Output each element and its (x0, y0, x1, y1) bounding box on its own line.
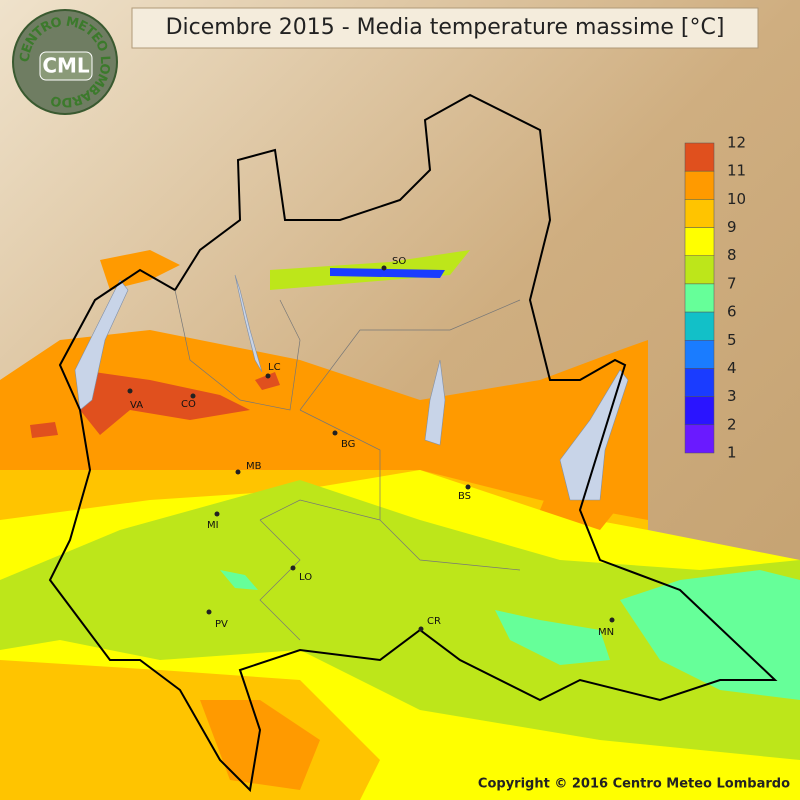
logo-badge (39, 51, 93, 81)
temperature-field (0, 250, 800, 800)
legend-label: 8 (727, 246, 737, 264)
legend-swatch (684, 199, 715, 228)
cities: SO LC VA CO BG MB BS MI LO PV CR MN (127, 256, 615, 638)
legend-swatch (684, 340, 715, 369)
city-dot (332, 430, 338, 436)
city-dot (214, 511, 220, 517)
legend-swatch (684, 424, 715, 454)
legend-label: 1 (727, 444, 737, 462)
city-dot (190, 393, 196, 399)
city-label: PV (215, 619, 228, 630)
city-label: MN (598, 627, 614, 638)
legend-swatch (684, 311, 715, 341)
city-dot (127, 388, 133, 394)
legend-label: 10 (727, 190, 746, 208)
legend-label: 11 (727, 162, 746, 180)
legend-label: 6 (727, 303, 737, 321)
legend-label: 3 (727, 387, 737, 405)
city-dot (265, 373, 271, 379)
city-label: LC (268, 362, 281, 373)
legend-swatch (684, 255, 715, 285)
city-label: MB (246, 461, 262, 472)
legend-swatch (684, 170, 715, 200)
city-label: LO (299, 572, 312, 583)
title: Dicembre 2015 - Media temperature massim… (166, 15, 725, 40)
legend: 12 11 10 9 8 7 6 5 4 3 2 1 (684, 134, 746, 462)
city-label: SO (392, 256, 406, 267)
logo: CENTRO METEO LOMBARDO CML (12, 9, 118, 115)
legend-swatch (684, 368, 715, 397)
legend-label: 12 (727, 134, 746, 152)
city-label: BG (341, 439, 355, 450)
city-label: CO (181, 399, 196, 410)
city-label: VA (130, 400, 143, 411)
copyright: Copyright © 2016 Centro Meteo Lombardo (478, 777, 790, 792)
province-borders (174, 289, 521, 641)
logo-initials: CML (42, 54, 90, 78)
legend-swatch (684, 142, 715, 172)
city-dot (418, 626, 424, 632)
city-dot (465, 484, 471, 490)
city-label: BS (458, 491, 471, 502)
lakes (74, 274, 629, 501)
city-dot (290, 565, 296, 571)
legend-label: 7 (727, 274, 737, 292)
city-dot (235, 469, 241, 475)
city-dot (381, 265, 387, 271)
legend-label: 2 (727, 415, 737, 433)
legend-label: 5 (727, 331, 737, 349)
title-box (131, 7, 759, 49)
legend-label: 9 (727, 218, 737, 236)
legend-swatch (684, 283, 715, 313)
legend-swatch (684, 396, 715, 426)
city-label: MI (207, 520, 219, 531)
legend-swatch (684, 227, 715, 256)
city-dot (206, 609, 212, 615)
city-dot (609, 617, 615, 623)
legend-label: 4 (727, 359, 737, 377)
city-label: CR (427, 616, 441, 627)
region-border (48, 93, 778, 793)
